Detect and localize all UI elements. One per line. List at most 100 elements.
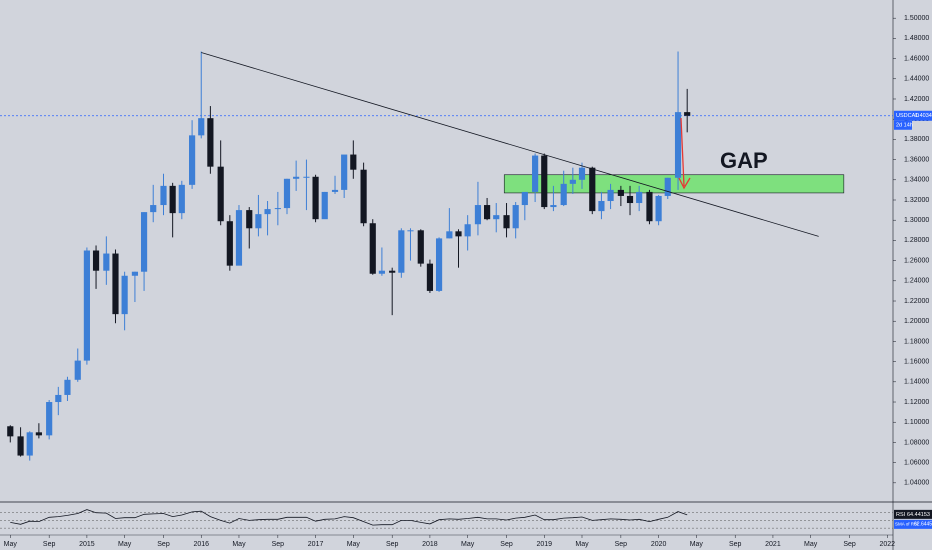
candle-body	[493, 215, 500, 220]
rsi-tag	[894, 509, 932, 519]
candle-body	[235, 210, 243, 266]
gap-arrow	[678, 117, 691, 190]
y-tick-label: 1.10000	[904, 419, 929, 426]
x-tick-label: May	[4, 541, 18, 548]
candle-body	[207, 118, 214, 167]
candle-body	[46, 402, 53, 436]
candle-body	[626, 195, 634, 204]
candle-body	[112, 253, 119, 315]
x-tick-label: May	[461, 541, 475, 548]
candle-body	[455, 231, 462, 237]
y-tick-label: 1.30000	[904, 217, 929, 224]
candle-body	[550, 205, 557, 208]
candle-body	[664, 177, 671, 196]
rsi-value: 64.44153	[907, 512, 930, 518]
price-label: 1.40340	[915, 113, 932, 119]
y-tick-label: 1.04000	[904, 480, 929, 487]
candle-body	[83, 250, 90, 361]
y-tick-label: 1.24000	[904, 278, 929, 285]
candle-body	[169, 185, 176, 214]
y-tick-label: 1.14000	[904, 379, 929, 386]
x-tick-label: May	[347, 541, 361, 548]
y-tick-label: 1.16000	[904, 358, 929, 365]
candle-body	[684, 112, 691, 116]
candle-body	[598, 201, 605, 212]
candle-body	[378, 270, 385, 274]
candle-body	[532, 155, 539, 192]
candle-body	[264, 209, 271, 215]
support-zone	[503, 174, 845, 194]
candle-body	[198, 118, 205, 136]
candle-body	[217, 166, 224, 222]
y-tick-label: 1.20000	[904, 318, 929, 325]
candle-body	[521, 191, 528, 206]
candle-body	[589, 167, 596, 212]
rsi-name: RSI	[896, 512, 906, 518]
sma-value: 62.64450	[914, 522, 932, 528]
candle-body	[646, 191, 653, 222]
x-tick-label: Sep	[729, 541, 742, 548]
candle-body	[7, 426, 14, 437]
candle-body	[464, 224, 471, 237]
candle-body	[560, 183, 567, 206]
candle-body	[435, 238, 443, 291]
y-tick-label: 1.38000	[904, 136, 929, 143]
annotation-text: GAP	[720, 148, 768, 173]
candle-body	[398, 230, 405, 273]
rsi-line	[10, 509, 688, 526]
candle-body	[255, 214, 262, 229]
symbol-label: USDCAD	[896, 113, 919, 119]
candle-body	[312, 176, 319, 220]
candle-body	[446, 231, 453, 239]
price-tag	[894, 110, 932, 121]
x-tick-label: 2016	[193, 541, 209, 548]
candle-body	[503, 215, 510, 229]
countdown-label: 2d 14h	[896, 123, 913, 129]
x-tick-label: 2015	[79, 541, 95, 548]
y-tick-label: 1.22000	[904, 298, 929, 305]
candle-body	[17, 436, 24, 456]
y-tick-label: 1.42000	[904, 96, 929, 103]
candle-body	[360, 169, 367, 224]
sma-name: SMA of RSI	[895, 522, 918, 527]
x-tick-label: Sep	[386, 541, 399, 548]
x-tick-label: 2017	[308, 541, 324, 548]
candle-body	[274, 208, 281, 210]
y-tick-label: 1.44000	[904, 76, 929, 83]
candle-body	[541, 155, 548, 208]
candle-body	[303, 176, 310, 178]
y-tick-label: 1.26000	[904, 257, 929, 264]
candle-body	[103, 253, 110, 271]
candle-body	[92, 250, 100, 271]
candle-body	[35, 432, 42, 436]
y-tick-label: 1.08000	[904, 439, 929, 446]
x-tick-label: May	[118, 541, 132, 548]
trendline	[201, 52, 819, 237]
x-tick-label: Sep	[843, 541, 856, 548]
candle-body	[178, 184, 185, 214]
x-tick-label: 2019	[536, 541, 552, 548]
x-tick-label: Sep	[615, 541, 628, 548]
x-tick-label: 2021	[765, 541, 781, 548]
y-tick-label: 1.12000	[904, 399, 929, 406]
candle-body	[636, 191, 643, 204]
candle-body	[283, 178, 291, 209]
candle-body	[226, 221, 233, 266]
candle-body	[121, 275, 128, 315]
candle-body	[655, 195, 662, 222]
sma-tag	[894, 519, 932, 529]
x-tick-label: May	[575, 541, 589, 548]
candle-body	[189, 135, 196, 185]
candle-body	[617, 189, 624, 196]
candle-body	[131, 271, 139, 276]
y-tick-label: 1.46000	[904, 55, 929, 62]
x-tick-label: Sep	[157, 541, 170, 548]
candle-body	[578, 167, 586, 180]
candle-body	[350, 154, 357, 170]
candle-body	[341, 154, 348, 190]
y-tick-label: 1.36000	[904, 156, 929, 163]
countdown-tag	[894, 120, 912, 130]
y-tick-label: 1.32000	[904, 197, 929, 204]
